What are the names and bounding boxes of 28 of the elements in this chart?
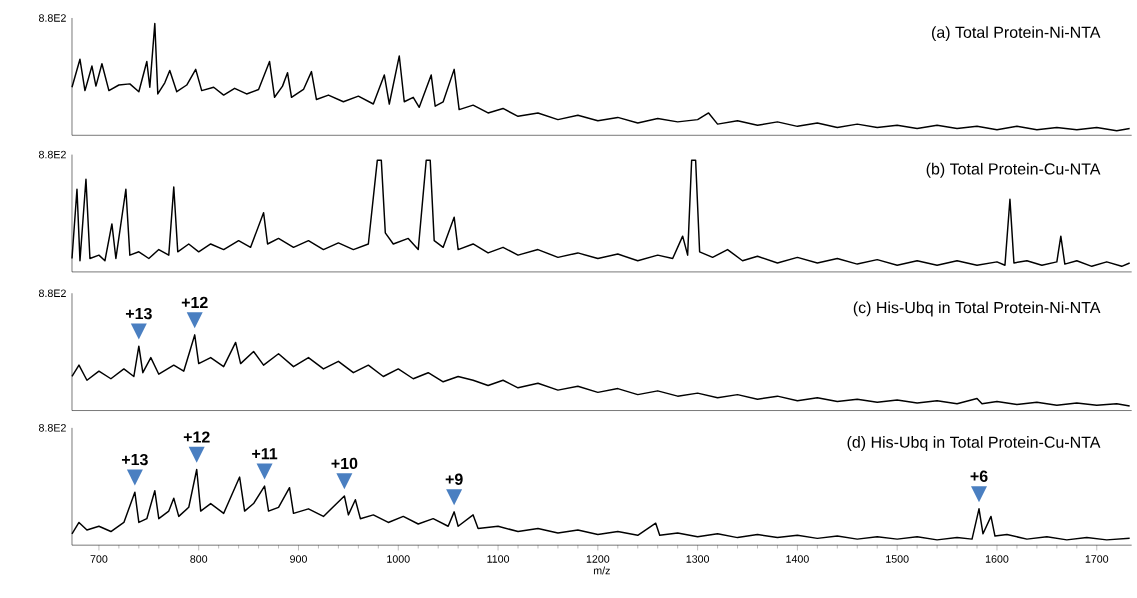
x-tick-label: 1700 bbox=[1085, 555, 1109, 563]
text: 8.8E2 bbox=[38, 150, 66, 159]
x-tick-label: 1200 bbox=[586, 555, 610, 563]
annotation: +12 bbox=[181, 296, 208, 309]
annotation: +13 bbox=[121, 454, 148, 466]
x-tick-label: 1300 bbox=[686, 555, 710, 563]
text: 8.8E2 bbox=[38, 14, 66, 22]
annotation: +6 bbox=[970, 470, 988, 482]
x-tick-label: 1500 bbox=[886, 555, 909, 563]
x-tick-label: 900 bbox=[290, 555, 307, 563]
text: 8.8E2 bbox=[38, 289, 66, 298]
annotation: +13 bbox=[125, 308, 152, 320]
x-tick-label: 800 bbox=[190, 555, 208, 563]
chart-title: (d) His-Ubq in Total Protein-Cu-NTA bbox=[847, 436, 1101, 452]
text: 8.8E2 bbox=[38, 424, 66, 432]
annotation: +9 bbox=[445, 473, 463, 486]
annotation: +11 bbox=[252, 448, 278, 460]
x-tick-label: 1000 bbox=[387, 555, 410, 563]
x-tick-label: 1100 bbox=[487, 555, 510, 563]
x-tick-label: 700 bbox=[90, 555, 108, 563]
x-tick-label: 1600 bbox=[985, 555, 1009, 563]
chart-title: (c) His-Ubq in Total Protein-Ni-NTA bbox=[853, 301, 1101, 317]
chart-title: (b) Total Protein-Cu-NTA bbox=[926, 162, 1101, 178]
chart-title: (a) Total Protein-Ni-NTA bbox=[932, 26, 1101, 42]
x-axis-title: m/z bbox=[593, 566, 610, 575]
annotation: +10 bbox=[331, 457, 358, 470]
annotation: +12 bbox=[183, 431, 210, 443]
x-tick-label: 1400 bbox=[786, 555, 809, 563]
